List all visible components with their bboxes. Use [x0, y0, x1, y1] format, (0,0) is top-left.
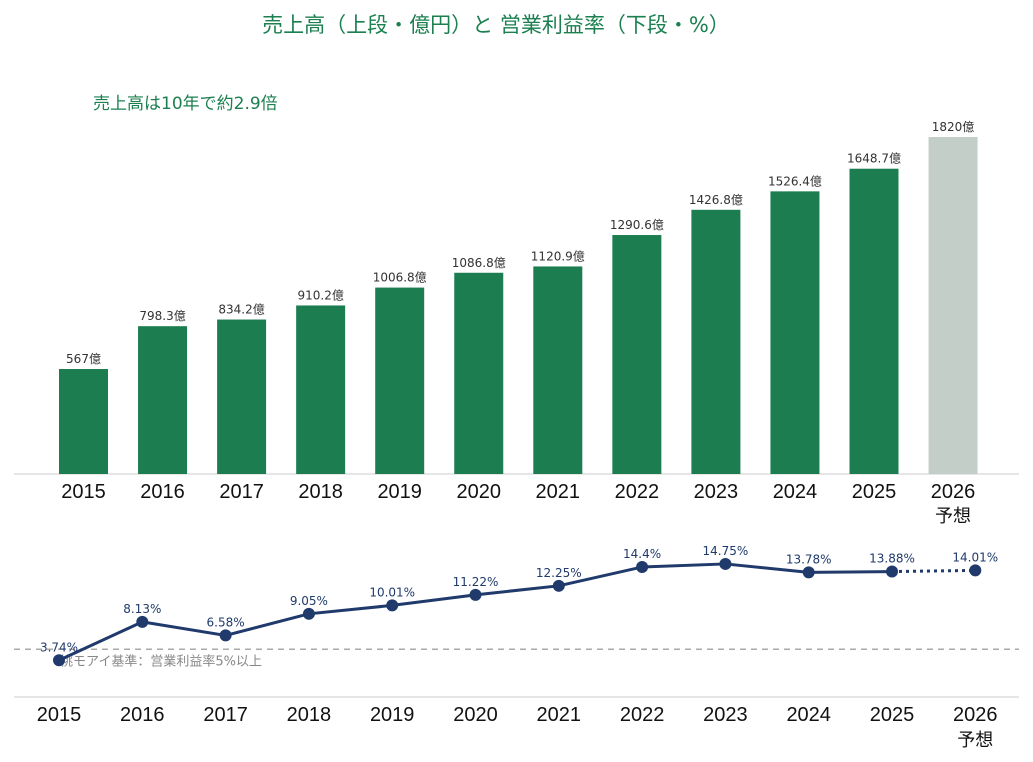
point-value-label: 8.13% — [123, 602, 161, 616]
line-x-tick-label: 2018 — [287, 704, 332, 726]
line-x-tick-label: 2022 — [620, 704, 665, 726]
bar-x-tick-label: 2019 — [377, 481, 422, 503]
bar-value-label: 1006.8億 — [373, 271, 427, 285]
point-value-label: 10.01% — [369, 585, 415, 599]
bar-value-label: 1820億 — [932, 120, 975, 134]
data-point — [386, 599, 399, 612]
bar-x-tick-label: 2016 — [140, 481, 185, 503]
bar — [375, 287, 425, 474]
line-x-tick-label: 2020 — [453, 704, 498, 726]
bar-value-label: 1526.4億 — [768, 174, 822, 188]
bar-value-label: 1120.9億 — [531, 249, 585, 263]
bar-value-label: 834.2億 — [218, 303, 264, 317]
bar-x-tick-label: 2015 — [61, 481, 106, 503]
bar-x-tick-label: 2023 — [694, 481, 739, 503]
bar-value-label: 798.3億 — [139, 309, 185, 323]
data-point — [469, 588, 482, 601]
point-value-label: 14.4% — [623, 547, 661, 561]
data-point — [636, 561, 649, 573]
data-point — [302, 607, 315, 620]
bar-chart: 567億 2015 798.3億 2016 834.2億 2017 910.2億 2018 10… — [14, 120, 1019, 527]
data-point — [53, 654, 65, 667]
bar — [849, 168, 899, 474]
point-value-label: 13.88% — [869, 552, 915, 566]
bar — [533, 266, 583, 474]
bar — [217, 319, 267, 474]
bar-value-label: 1290.6億 — [610, 218, 664, 232]
reference-line-label: 桃モアイ基準：営業利益率5%以上 — [60, 653, 262, 669]
point-value-label: 13.78% — [786, 552, 832, 566]
bar-x-tick-label: 2018 — [298, 481, 343, 503]
line-x-tick-label: 2016 — [120, 704, 165, 726]
line-x-tick-sublabel: 予想 — [957, 730, 993, 751]
line-x-tick-label: 2021 — [537, 704, 582, 726]
bar-x-tick-label: 2020 — [457, 481, 502, 503]
line-chart: 桃モアイ基準：営業利益率5%以上3.74% 2015 8.13% 2016 6.58% 2… — [14, 544, 1019, 751]
point-value-label: 6.58% — [207, 615, 245, 629]
chart-title: 売上高（上段・億円）と 営業利益率（下段・%） — [262, 13, 730, 37]
point-value-label: 12.25% — [536, 566, 582, 580]
bar-x-tick-label: 2024 — [773, 481, 818, 503]
bar-value-label: 567億 — [66, 352, 101, 366]
bar-value-label: 1648.7億 — [847, 152, 901, 166]
bar-value-label: 910.2億 — [297, 288, 343, 302]
data-point — [719, 557, 732, 570]
bar — [691, 209, 741, 474]
line-x-tick-label: 2019 — [370, 704, 415, 726]
bar — [296, 305, 346, 474]
point-value-label: 14.01% — [952, 550, 998, 564]
data-point — [969, 564, 982, 577]
bar-value-label: 1426.8億 — [689, 193, 743, 207]
line-x-tick-label: 2023 — [703, 704, 748, 726]
bar-x-tick-label: 2026 — [931, 481, 976, 503]
bar-x-tick-label: 2022 — [615, 481, 660, 503]
bar — [138, 326, 188, 474]
data-point — [136, 615, 149, 628]
data-point — [552, 579, 565, 592]
series-line-forecast — [891, 568, 976, 574]
bar — [612, 235, 662, 474]
point-value-label: 3.74% — [40, 640, 78, 654]
bar-x-tick-label: 2021 — [536, 481, 581, 503]
data-point — [802, 566, 815, 579]
line-x-tick-label: 2025 — [870, 704, 915, 726]
bar — [770, 191, 820, 475]
bar-x-tick-sublabel: 予想 — [935, 506, 971, 527]
data-point — [886, 565, 898, 578]
line-x-tick-label: 2015 — [37, 704, 82, 726]
point-value-label: 9.05% — [290, 594, 328, 608]
line-x-tick-label: 2017 — [203, 704, 248, 726]
point-value-label: 11.22% — [453, 575, 499, 589]
bar-x-tick-label: 2017 — [219, 481, 264, 503]
point-value-label: 14.75% — [703, 544, 749, 558]
bar-value-label: 1086.8億 — [452, 256, 506, 270]
growth-note: 売上高は10年で約2.9倍 — [93, 94, 278, 114]
bar — [928, 137, 978, 474]
bar-x-tick-label: 2025 — [852, 481, 897, 503]
line-x-tick-label: 2026 — [953, 704, 998, 726]
data-point — [219, 629, 232, 642]
bar — [454, 272, 504, 474]
line-x-tick-label: 2024 — [786, 704, 831, 726]
bar — [59, 369, 108, 474]
